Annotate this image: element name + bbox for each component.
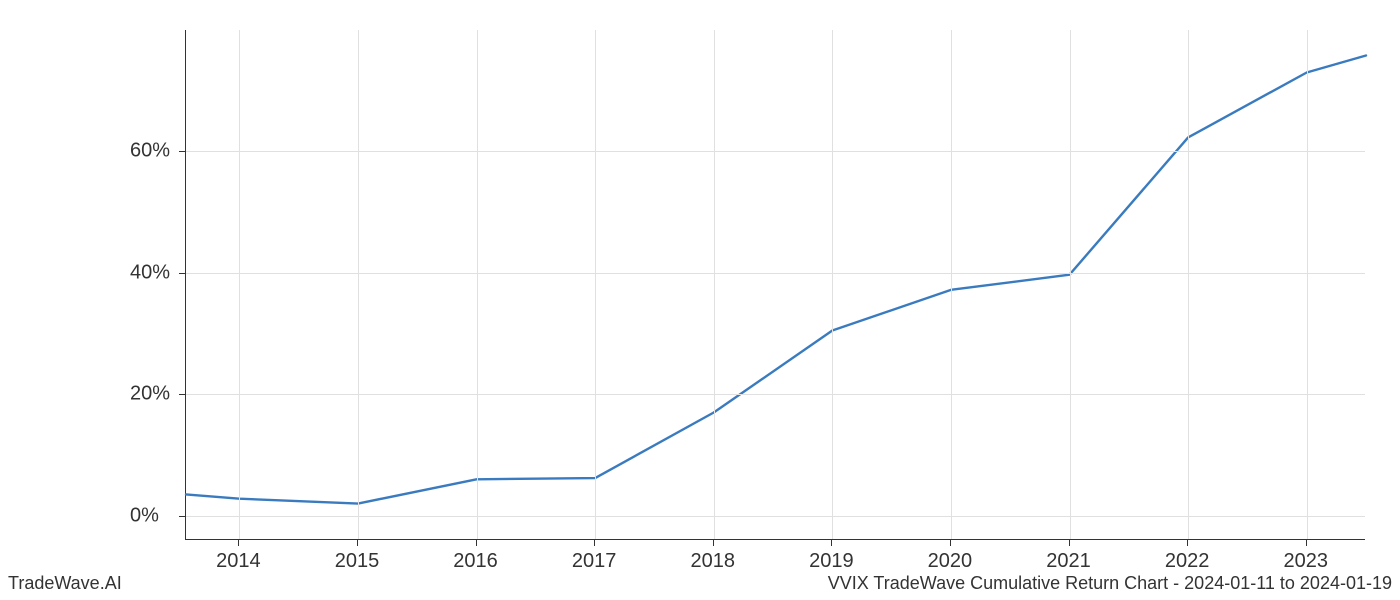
chart-container: TradeWave.AI VVIX TradeWave Cumulative R… (0, 0, 1400, 600)
y-axis-label: 60% (130, 140, 170, 163)
x-tick (831, 540, 832, 546)
footer-left: TradeWave.AI (8, 573, 122, 594)
y-tick (179, 516, 185, 517)
y-axis-label: 0% (130, 504, 159, 527)
footer-right: VVIX TradeWave Cumulative Return Chart -… (828, 573, 1392, 594)
x-tick (357, 540, 358, 546)
x-axis-label: 2021 (1046, 550, 1091, 573)
gridline-horizontal (186, 151, 1365, 152)
x-axis-label: 2017 (572, 550, 617, 573)
gridline-vertical (832, 30, 833, 539)
gridline-vertical (358, 30, 359, 539)
y-tick (179, 151, 185, 152)
x-tick (238, 540, 239, 546)
x-tick (713, 540, 714, 546)
x-axis-label: 2022 (1165, 550, 1210, 573)
gridline-vertical (1188, 30, 1189, 539)
x-tick (1069, 540, 1070, 546)
x-tick (1306, 540, 1307, 546)
gridline-vertical (595, 30, 596, 539)
y-axis-label: 40% (130, 261, 170, 284)
x-axis-label: 2016 (453, 550, 498, 573)
gridline-vertical (477, 30, 478, 539)
gridline-horizontal (186, 394, 1365, 395)
gridline-horizontal (186, 273, 1365, 274)
x-axis-label: 2018 (690, 550, 735, 573)
x-axis-label: 2023 (1283, 550, 1328, 573)
gridline-vertical (239, 30, 240, 539)
x-tick (1187, 540, 1188, 546)
x-axis-label: 2014 (216, 550, 261, 573)
x-tick (476, 540, 477, 546)
gridline-vertical (1307, 30, 1308, 539)
x-axis-label: 2020 (928, 550, 973, 573)
y-tick (179, 394, 185, 395)
x-axis-label: 2015 (335, 550, 380, 573)
x-axis-label: 2019 (809, 550, 854, 573)
y-axis-label: 20% (130, 383, 170, 406)
gridline-vertical (1070, 30, 1071, 539)
x-tick (594, 540, 595, 546)
plot-area (185, 30, 1365, 540)
y-tick (179, 273, 185, 274)
x-tick (950, 540, 951, 546)
gridline-horizontal (186, 516, 1365, 517)
gridline-vertical (951, 30, 952, 539)
gridline-vertical (714, 30, 715, 539)
